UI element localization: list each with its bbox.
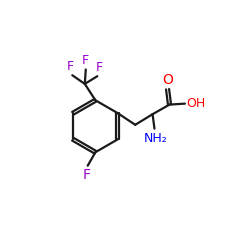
Text: F: F (82, 54, 89, 67)
Text: OH: OH (186, 97, 205, 110)
Text: F: F (95, 61, 102, 74)
Text: F: F (83, 168, 91, 182)
Text: F: F (67, 60, 74, 73)
Text: O: O (162, 73, 173, 87)
Text: NH₂: NH₂ (144, 132, 167, 145)
